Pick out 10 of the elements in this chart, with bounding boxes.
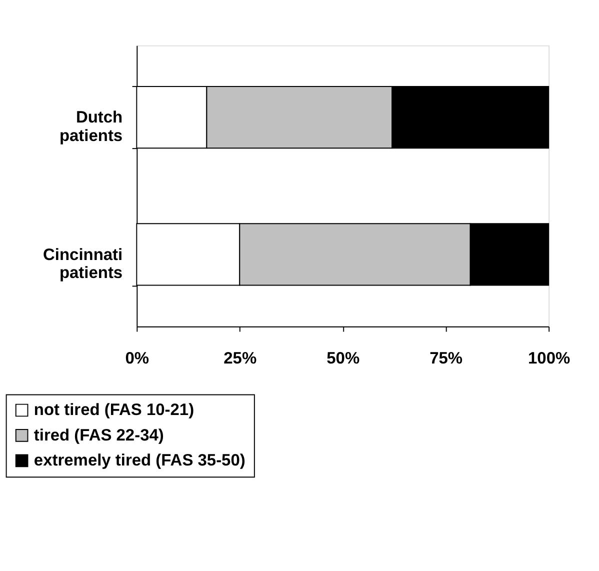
x-tick-label: 0% [125, 350, 150, 368]
y-tick-label: Cincinnati patients [43, 246, 123, 282]
legend-label: tired (FAS 22-34) [34, 426, 164, 444]
x-tick-label: 100% [528, 350, 570, 368]
legend-label: not tired (FAS 10-21) [34, 401, 194, 420]
x-tick-label: 25% [224, 350, 257, 368]
y-tick-label: Dutch patients [59, 108, 123, 146]
x-tick-label: 75% [430, 350, 463, 368]
x-tick-label: 50% [326, 350, 360, 368]
legend-label: extremely tired (FAS 35-50) [34, 452, 246, 470]
